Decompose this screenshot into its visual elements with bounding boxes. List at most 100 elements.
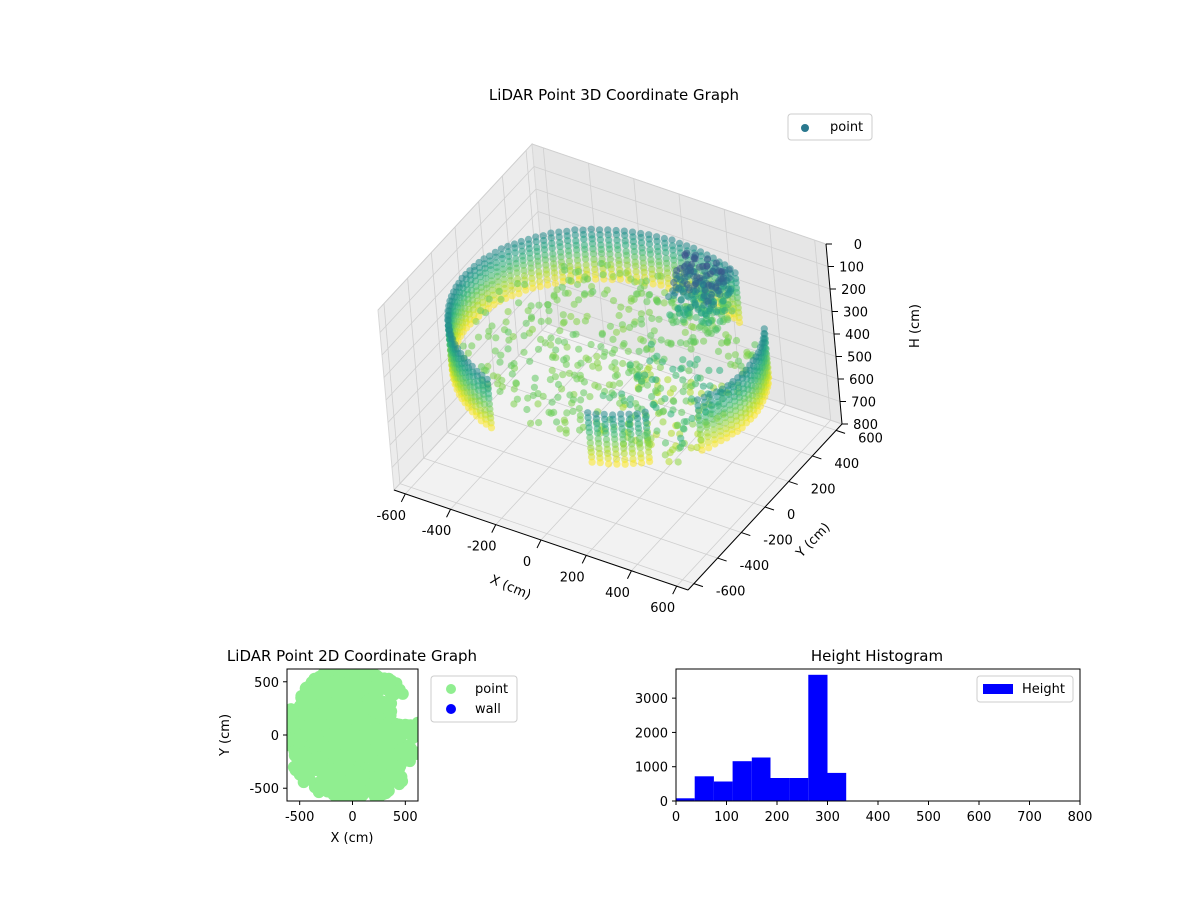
- chart-3d-point: [510, 385, 518, 393]
- chart-3d-point: [682, 397, 690, 405]
- chart-2d-point: [384, 771, 397, 784]
- chart-histogram-bar: [676, 798, 695, 801]
- chart-3d-point: [584, 356, 593, 364]
- chart-3d-point: [704, 297, 712, 305]
- chart-3d-point: [700, 393, 708, 401]
- chart-3d-point: [630, 295, 638, 303]
- chart-3d-point: [535, 272, 543, 280]
- chart-3d-point: [520, 348, 528, 356]
- chart-3d-point: [526, 357, 534, 365]
- chart-3d-point: [539, 392, 547, 400]
- chart-3d-point: [601, 415, 609, 423]
- chart-3d-point: [581, 317, 590, 325]
- chart-3d-point: [575, 267, 583, 276]
- chart-3d-grid-line: [531, 143, 827, 245]
- chart-3d-point: [705, 444, 713, 452]
- chart-3d-point: [674, 421, 682, 429]
- chart-3d-point: [609, 297, 618, 305]
- chart-3d-point: [638, 249, 647, 257]
- chart-3d-point: [609, 273, 617, 281]
- chart-3d-point: [561, 418, 569, 427]
- chart-3d-x-tick-label: 600: [650, 601, 675, 616]
- chart-3d-x-tick: [400, 493, 406, 503]
- chart-3d-point: [685, 286, 694, 294]
- chart-3d-point: [709, 420, 717, 428]
- chart-2d-legend-marker-wall: [446, 704, 456, 714]
- chart-histogram-axes: 0 100 200 300 400 500 600 700 800 0 1000 2000 3000: [635, 692, 1093, 825]
- chart-3d-point: [554, 393, 562, 401]
- chart-histogram-legend-label: Height: [1022, 682, 1065, 697]
- chart-3d-point: [565, 257, 574, 265]
- chart-3d-point: [731, 269, 739, 277]
- chart-3d-point: [709, 301, 718, 309]
- chart-3d-point: [673, 318, 681, 326]
- chart-2d-point: [370, 678, 383, 691]
- chart-3d-point: [474, 333, 483, 341]
- chart-3d-point: [504, 308, 512, 316]
- chart-3d-point: [548, 244, 556, 252]
- chart-3d-point: [706, 270, 715, 278]
- chart-histogram-x-tick-label: 800: [1068, 810, 1093, 825]
- chart-2d-point: [381, 705, 394, 718]
- chart-3d-point: [731, 351, 740, 359]
- chart-3d-point: [653, 352, 661, 360]
- chart-2d-point: [358, 670, 371, 683]
- chart-3d-point: [567, 277, 575, 285]
- chart-3d-point: [647, 340, 655, 348]
- chart-3d-point: [534, 345, 543, 353]
- chart-3d: LiDAR Point 3D Coordinate Graph -600 -400…: [377, 86, 923, 616]
- chart-3d-point: [622, 241, 630, 249]
- chart-3d-point: [535, 419, 543, 427]
- chart-3d-point: [728, 307, 736, 315]
- chart-3d-point: [674, 458, 682, 466]
- chart-2d-axes: -500 0 500 -500 0 500: [249, 676, 417, 825]
- chart-3d-point: [589, 288, 597, 296]
- chart-2d-point: [382, 758, 395, 771]
- chart-3d-point: [669, 385, 677, 393]
- chart-3d-point: [668, 236, 676, 244]
- chart-3d-point: [751, 341, 759, 349]
- chart-3d-point: [485, 295, 493, 303]
- chart-3d-point: [549, 255, 557, 263]
- chart-3d-point: [555, 233, 563, 241]
- chart-3d-point: [508, 370, 516, 378]
- chart-3d-point: [534, 262, 542, 270]
- chart-3d-point: [626, 323, 634, 332]
- chart-3d-legend-marker: [801, 124, 809, 132]
- chart-2d-point: [326, 772, 339, 785]
- chart-3d-point: [632, 290, 641, 298]
- chart-3d-point: [657, 281, 665, 289]
- chart-3d-point: [653, 237, 661, 245]
- chart-3d-point: [493, 272, 502, 281]
- chart-3d-point: [618, 390, 626, 398]
- chart-2d-legend-label-wall: wall: [475, 702, 501, 717]
- chart-3d-point: [723, 337, 732, 345]
- chart-3d-grid-line: [423, 457, 718, 559]
- chart-3d-point: [679, 288, 687, 296]
- chart-3d-point: [544, 317, 553, 325]
- chart-3d-grid-line: [535, 188, 831, 290]
- chart-3d-point: [626, 401, 634, 409]
- chart-3d-point: [658, 358, 667, 366]
- chart-3d-point: [701, 310, 709, 318]
- chart-3d-point: [576, 416, 584, 424]
- chart-2d-point: [333, 708, 346, 721]
- chart-3d-point: [712, 259, 721, 267]
- chart-2d-legend-label-point: point: [475, 682, 508, 697]
- chart-3d-point: [577, 396, 585, 404]
- chart-2d-point: [351, 767, 364, 779]
- chart-3d-point: [629, 459, 638, 467]
- chart-3d-point: [588, 458, 596, 466]
- chart-3d-point: [732, 279, 740, 287]
- chart-2d-point: [314, 678, 326, 691]
- chart-2d-point: [413, 720, 418, 733]
- chart-3d-y-tick-label: 0: [787, 508, 795, 523]
- chart-3d-point: [545, 307, 553, 315]
- chart-3d-point: [598, 250, 606, 258]
- chart-3d-point: [697, 430, 705, 439]
- chart-3d-point: [584, 414, 592, 422]
- chart-3d-point: [630, 247, 638, 256]
- chart-3d-point: [718, 339, 726, 347]
- chart-3d-point: [483, 284, 491, 292]
- chart-3d-point: [595, 364, 603, 372]
